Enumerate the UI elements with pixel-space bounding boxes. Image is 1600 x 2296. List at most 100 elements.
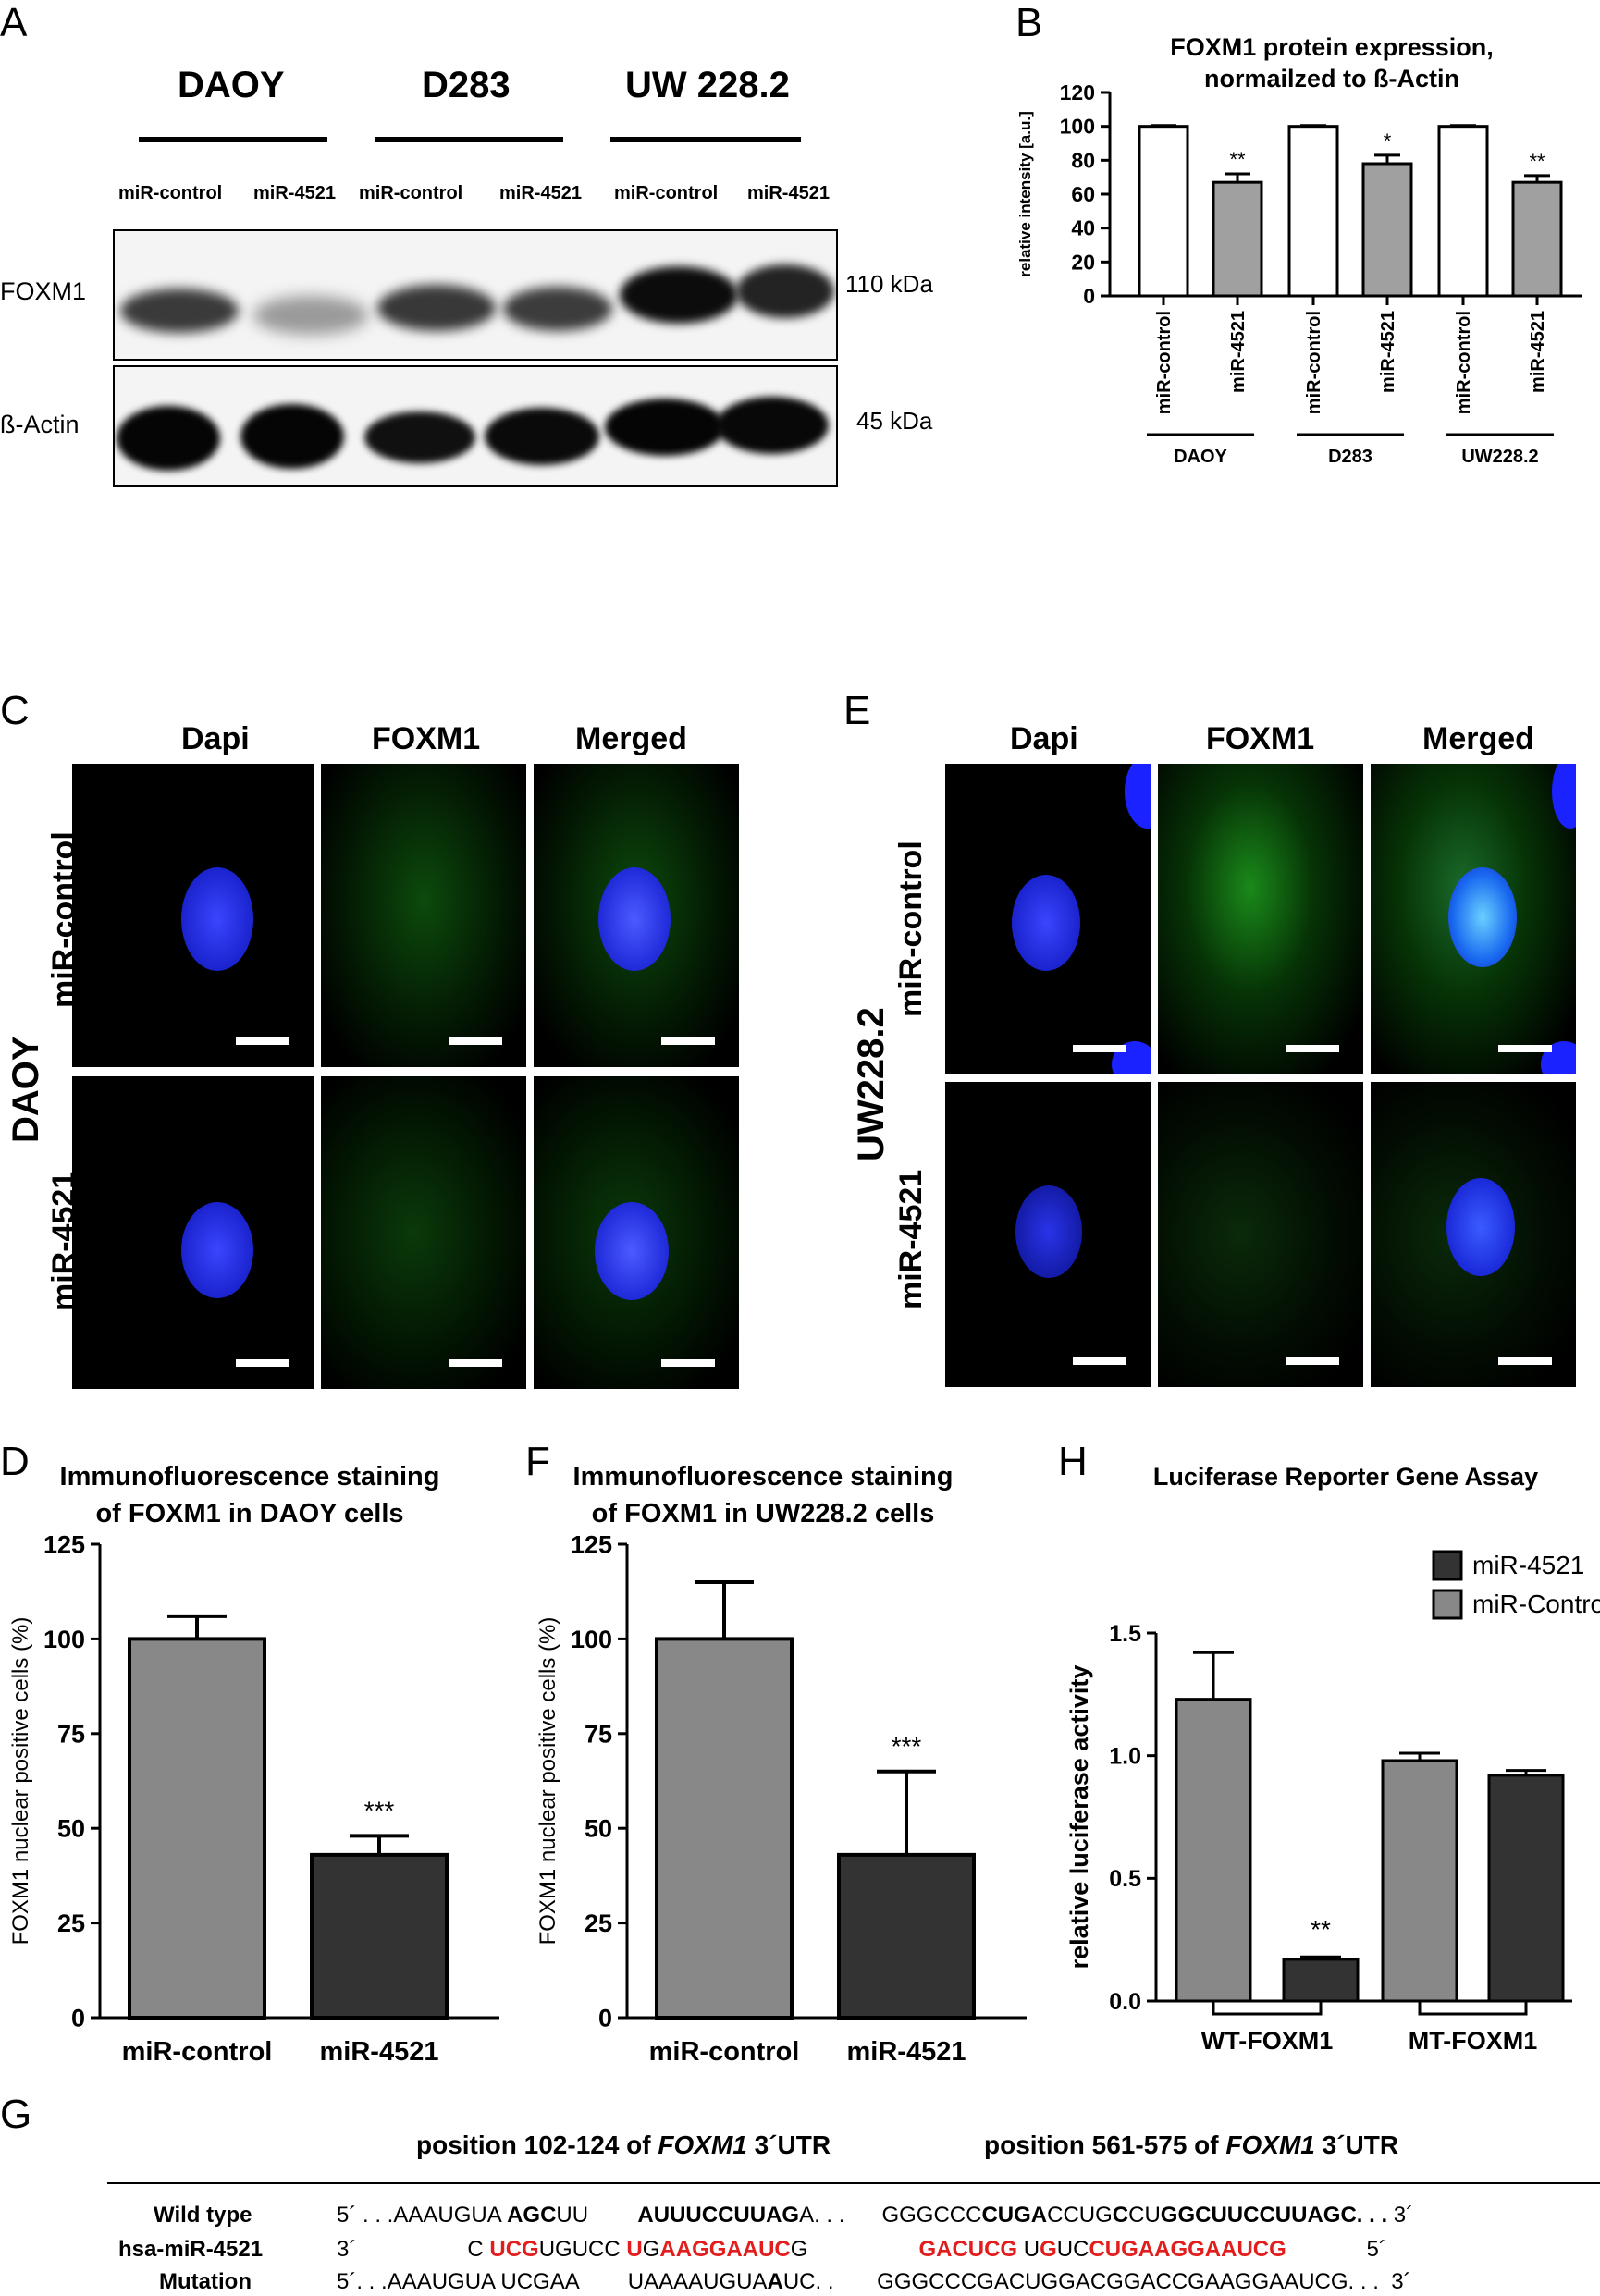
merged-image: [1371, 1082, 1576, 1387]
y-tick-label: 100: [571, 1626, 612, 1653]
panel-label-a: A: [0, 0, 28, 45]
blot-band: [240, 404, 344, 469]
bar: [1381, 1759, 1458, 2003]
x-tick-label: miR-control: [1454, 311, 1474, 414]
bar: [1175, 1698, 1252, 2003]
bar: [1212, 180, 1263, 298]
y-axis-label: FOXM1 nuclear positive cells (%): [8, 1617, 33, 1946]
blot-band: [120, 289, 239, 333]
x-tick-label: WT-FOXM1: [1201, 2027, 1334, 2055]
blot-band: [716, 397, 829, 454]
y-axis-label: relative luciferase activity: [1065, 1665, 1093, 1970]
foxm1-image: [1158, 1082, 1363, 1387]
dapi-image: [945, 1082, 1151, 1387]
sequence-segment: G: [642, 2237, 660, 2262]
foxm1-image: [321, 764, 526, 1067]
sequence-segment: AAGGAAUC: [659, 2237, 791, 2262]
header-text: position 102-124 of: [416, 2130, 658, 2159]
group-label: D283: [1328, 447, 1372, 467]
chart-h: Luciferase Reporter Gene Assay 0.0 0.5 1.0 1…: [1065, 1463, 1600, 2055]
x-tick-label: miR-4521: [847, 2037, 966, 2067]
x-tick-label: miR-4521: [1228, 311, 1249, 393]
column-header: FOXM1: [372, 721, 481, 756]
bar: [655, 1637, 794, 2020]
dapi-image: [945, 764, 1151, 1074]
bar: [837, 1852, 976, 2020]
sequence-segment: A. . .: [799, 2203, 882, 2228]
sequence-segment: CU: [1128, 2203, 1161, 2228]
y-axis-label: relative intensity [a.u.]: [1016, 111, 1034, 277]
lane-label: miR-4521: [253, 183, 336, 203]
y-tick-label: 75: [57, 1720, 85, 1748]
sequence-header: position 102-124 of FOXM1 3´UTR: [416, 2130, 831, 2160]
category-bracket: [1212, 2001, 1323, 2016]
beta-actin-blot: [113, 365, 838, 487]
row-label: Mutation: [159, 2269, 252, 2294]
y-tick-label: 50: [57, 1815, 85, 1843]
sequence-segment: CUUCCUUAGC. . .: [1195, 2203, 1388, 2228]
legend-label: miR-Control: [1472, 1590, 1600, 1618]
chart-b: FOXM1 protein expression, normailzed to ß…: [1016, 33, 1582, 467]
chart-title: normailzed to ß-Actin: [1204, 65, 1459, 92]
x-tick-label: miR-control: [122, 2037, 273, 2067]
column-header: Merged: [575, 721, 687, 756]
blot-band: [620, 266, 738, 324]
sequence-segment: 3´: [1387, 2203, 1414, 2228]
lane-label: miR-control: [359, 183, 463, 203]
chart-f: Immunofluorescence staining of FOXM1 in U…: [535, 1462, 1027, 2067]
sequence-segment: AUUUCCUUAG: [637, 2203, 800, 2228]
y-tick-label: 60: [1071, 182, 1095, 206]
sequence-segment: G: [790, 2237, 919, 2262]
sequence-segment: CC: [1047, 2203, 1079, 2228]
sequence-segment: AGC: [507, 2203, 557, 2228]
sequence-header: position 561-575 of FOXM1 3´UTR: [984, 2130, 1398, 2160]
y-tick-label: 0: [71, 2004, 85, 2032]
sequence-segment: 3´ C: [337, 2237, 490, 2262]
blot-band: [117, 406, 220, 471]
panel-label-b: B: [1015, 0, 1043, 45]
bar: [1437, 125, 1489, 298]
sequence-segment: GACUCG: [918, 2237, 1018, 2262]
legend-swatch: [1432, 1589, 1463, 1620]
sequence-segment: U: [1017, 2237, 1040, 2262]
panel-label-c: C: [0, 688, 30, 733]
gene-name: FOXM1: [658, 2130, 747, 2159]
y-tick-label: 75: [585, 1720, 612, 1748]
gene-name: FOXM1: [1225, 2130, 1315, 2159]
group-label: UW228.2: [1461, 447, 1538, 467]
y-axis-label: FOXM1 nuclear positive cells (%): [535, 1617, 560, 1946]
sequence-segment: GG: [1160, 2203, 1196, 2228]
x-tick-label: miR-4521: [1528, 311, 1548, 393]
chart-title: of FOXM1 in DAOY cells: [95, 1499, 403, 1529]
y-tick-label: 80: [1071, 148, 1095, 172]
x-tick-label: miR-4521: [1378, 311, 1398, 393]
sequence-segment: 5´ . . .AAAUGUA: [337, 2203, 508, 2228]
sequence-segment: C: [1112, 2203, 1129, 2228]
sequence-segment: UCG: [489, 2237, 539, 2262]
blot-band: [605, 399, 725, 456]
significance-label: **: [1229, 148, 1246, 171]
blot-band: [253, 296, 368, 335]
group-line: [375, 137, 563, 142]
y-tick-label: 25: [585, 1909, 612, 1937]
cell-line-label: D283: [422, 65, 511, 105]
y-tick-label: 125: [43, 1530, 85, 1558]
y-tick-label: 20: [1071, 250, 1095, 274]
sequence-segment: GGGCCC: [881, 2203, 982, 2228]
bar: [1138, 125, 1189, 298]
group-label: DAOY: [1174, 447, 1227, 467]
x-tick-label: miR-4521: [320, 2037, 439, 2067]
sequence-segment: G: [1040, 2237, 1057, 2262]
sequence-segment: A: [767, 2269, 783, 2294]
column-header: Dapi: [181, 721, 250, 756]
dapi-image: [72, 764, 314, 1067]
sequence-row: 3´ C UCGUGUCC UGAAGGAAUCG GACUCG UGUCCUG…: [337, 2237, 1386, 2263]
bar: [1361, 162, 1413, 298]
blot-band: [503, 287, 612, 331]
bar: [1511, 180, 1563, 298]
cell-line-label: DAOY: [6, 1036, 46, 1143]
column-header: Merged: [1422, 721, 1534, 756]
chart-title: Immunofluorescence staining: [60, 1462, 440, 1492]
row-label: miR-4521: [893, 1169, 929, 1309]
chart-title: FOXM1 protein expression,: [1170, 33, 1494, 61]
